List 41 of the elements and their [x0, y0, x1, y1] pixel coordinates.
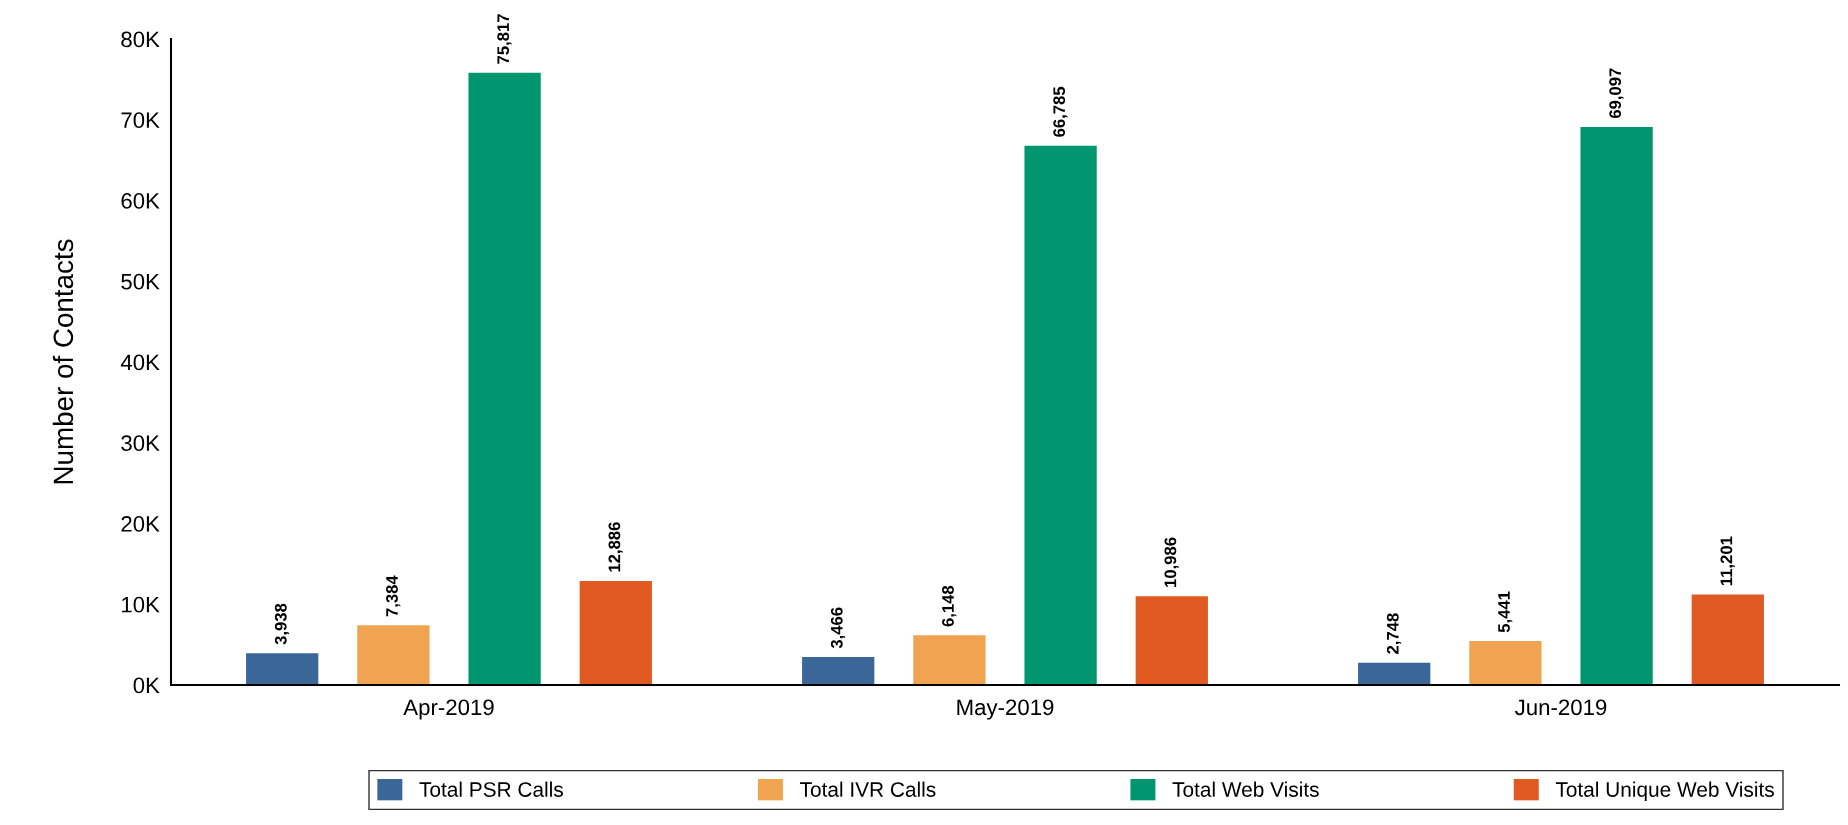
y-tick-label: 60K [121, 193, 160, 209]
bar [1358, 662, 1431, 685]
y-tick-label: 0K [133, 677, 160, 694]
bar [1469, 641, 1542, 685]
bar [468, 72, 541, 685]
data-label: 12,886 [608, 522, 623, 572]
data-label: 7,384 [386, 575, 401, 617]
bar [1691, 594, 1764, 685]
x-tick-label: Apr-2019 [403, 699, 494, 720]
y-tick-label: 50K [121, 273, 160, 290]
y-tick-label: 30K [121, 435, 160, 452]
data-label: 5,441 [1498, 591, 1513, 633]
data-label: 69,097 [1609, 68, 1624, 119]
y-tick-label: 80K [121, 31, 160, 48]
bar [913, 635, 986, 685]
legend-label: Total PSR Calls [419, 781, 563, 797]
bar [802, 657, 875, 685]
bar [1024, 145, 1097, 685]
y-tick-label: 20K [121, 516, 160, 532]
x-tick-label: May-2019 [957, 699, 1054, 720]
bar [357, 625, 430, 685]
data-label: 11,201 [1720, 536, 1735, 586]
data-label: 6,148 [942, 585, 957, 627]
data-label: 66,785 [1053, 86, 1068, 137]
legend-label: Total Unique Web Visits [1555, 781, 1774, 802]
data-label: 75,817 [497, 14, 512, 64]
data-label: 3,466 [830, 607, 846, 649]
bar [1135, 596, 1208, 685]
legend-label: Total IVR Calls [800, 781, 936, 797]
bar [1580, 127, 1653, 685]
data-label: 10,986 [1164, 537, 1179, 587]
y-tick-label: 40K [120, 354, 160, 371]
y-tick-label: 70K [121, 112, 160, 129]
bar [579, 580, 652, 685]
y-axis-title: Number of Contacts [52, 239, 74, 484]
x-tick-label: Jun-2019 [1515, 699, 1607, 716]
y-tick-label: 10K [122, 596, 160, 613]
data-label: 2,748 [1386, 613, 1402, 654]
data-label: 3,938 [274, 603, 290, 645]
bar [246, 653, 319, 685]
legend-label: Total Web Visits [1172, 781, 1319, 797]
